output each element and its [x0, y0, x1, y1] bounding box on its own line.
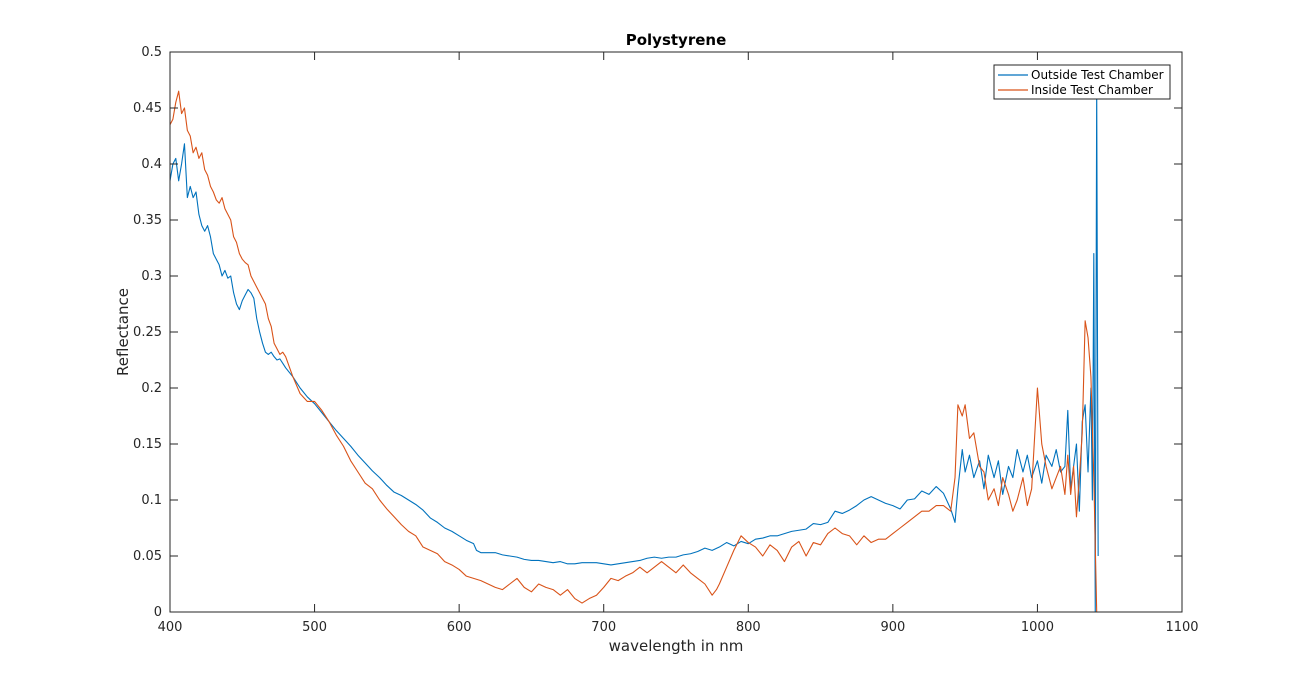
x-tick-label: 900 [880, 620, 905, 635]
y-tick-label: 0.25 [133, 325, 162, 340]
series-line-outside [169, 85, 1099, 613]
y-tick-label: 0.05 [133, 549, 162, 564]
y-axis-label: Reflectance [114, 288, 132, 376]
legend-label-inside: Inside Test Chamber [1031, 83, 1153, 97]
y-tick-label: 0.15 [133, 437, 162, 452]
series-line-inside [169, 90, 1098, 613]
x-axis-label: wavelength in nm [609, 637, 744, 655]
x-tick-label: 1100 [1165, 620, 1198, 635]
y-tick-label: 0.45 [133, 101, 162, 116]
y-tick-label: 0.2 [141, 381, 162, 396]
x-tick-label: 700 [591, 620, 616, 635]
tick-layer: 400 500 600 700 800 900 1000 1100 0 0.05 0.1 0.15 0.… [133, 45, 1199, 635]
chart-title: Polystyrene [626, 31, 727, 49]
y-tick-label: 0 [154, 605, 162, 620]
y-tick-label: 0.4 [141, 157, 162, 172]
y-tick-label: 0.3 [141, 269, 162, 284]
x-tick-label: 600 [447, 620, 472, 635]
x-tick-label: 500 [302, 620, 327, 635]
x-tick-label: 400 [158, 620, 183, 635]
y-tick-label: 0.35 [133, 213, 162, 228]
legend: Outside Test Chamber Inside Test Chamber [993, 64, 1171, 100]
y-tick-label: 0.5 [141, 45, 162, 60]
plot-background [170, 52, 1182, 612]
x-tick-label: 1000 [1021, 620, 1054, 635]
legend-box [993, 64, 1171, 100]
plot-area: 400 500 600 700 800 900 1000 1100 0 0.05 0.1 0.15 0.… [133, 45, 1199, 635]
legend-label-outside: Outside Test Chamber [1031, 68, 1164, 82]
x-tick-label: 800 [736, 620, 761, 635]
series-layer [169, 85, 1099, 613]
y-tick-label: 0.1 [141, 493, 162, 508]
